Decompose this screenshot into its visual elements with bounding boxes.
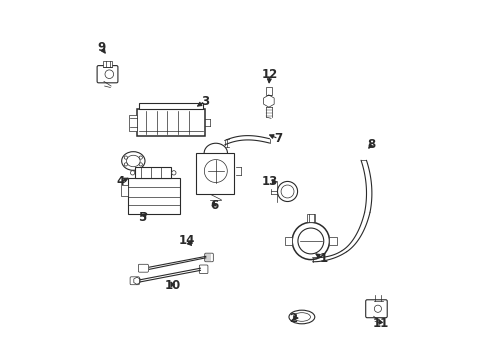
Bar <box>284 237 292 245</box>
Circle shape <box>124 156 127 159</box>
Ellipse shape <box>288 310 314 324</box>
Text: 11: 11 <box>372 317 388 330</box>
Bar <box>121 185 128 196</box>
Bar <box>129 115 137 131</box>
Circle shape <box>277 181 297 202</box>
Bar <box>128 178 180 214</box>
FancyBboxPatch shape <box>97 66 118 83</box>
Text: 4: 4 <box>117 175 124 188</box>
Circle shape <box>139 163 142 166</box>
Circle shape <box>171 171 176 175</box>
Circle shape <box>139 156 142 159</box>
Bar <box>139 103 203 109</box>
Circle shape <box>105 70 113 78</box>
Circle shape <box>204 159 227 183</box>
Ellipse shape <box>293 313 310 321</box>
Text: 8: 8 <box>367 138 375 150</box>
Text: 12: 12 <box>261 68 277 81</box>
Text: 14: 14 <box>179 234 195 247</box>
Bar <box>306 215 314 222</box>
Text: 10: 10 <box>164 279 181 292</box>
Text: 9: 9 <box>97 41 105 54</box>
Circle shape <box>297 228 323 254</box>
Text: 2: 2 <box>288 311 296 325</box>
FancyBboxPatch shape <box>199 265 207 274</box>
FancyBboxPatch shape <box>204 253 213 262</box>
Text: 13: 13 <box>261 175 277 188</box>
Text: 3: 3 <box>201 95 209 108</box>
Ellipse shape <box>126 155 140 167</box>
Circle shape <box>373 305 381 312</box>
Circle shape <box>124 163 127 166</box>
Text: 6: 6 <box>209 199 218 212</box>
Ellipse shape <box>122 152 144 170</box>
Circle shape <box>292 222 329 260</box>
Bar <box>103 60 112 67</box>
Bar <box>329 237 336 245</box>
Text: 1: 1 <box>319 252 327 265</box>
Bar <box>265 87 271 95</box>
Circle shape <box>130 171 135 175</box>
Bar <box>196 153 233 194</box>
Bar <box>135 167 171 178</box>
Circle shape <box>281 185 293 198</box>
Text: 7: 7 <box>274 132 282 145</box>
FancyBboxPatch shape <box>138 264 148 272</box>
FancyBboxPatch shape <box>365 300 386 318</box>
FancyBboxPatch shape <box>130 277 139 285</box>
Bar <box>137 109 204 136</box>
Text: 5: 5 <box>138 211 146 224</box>
